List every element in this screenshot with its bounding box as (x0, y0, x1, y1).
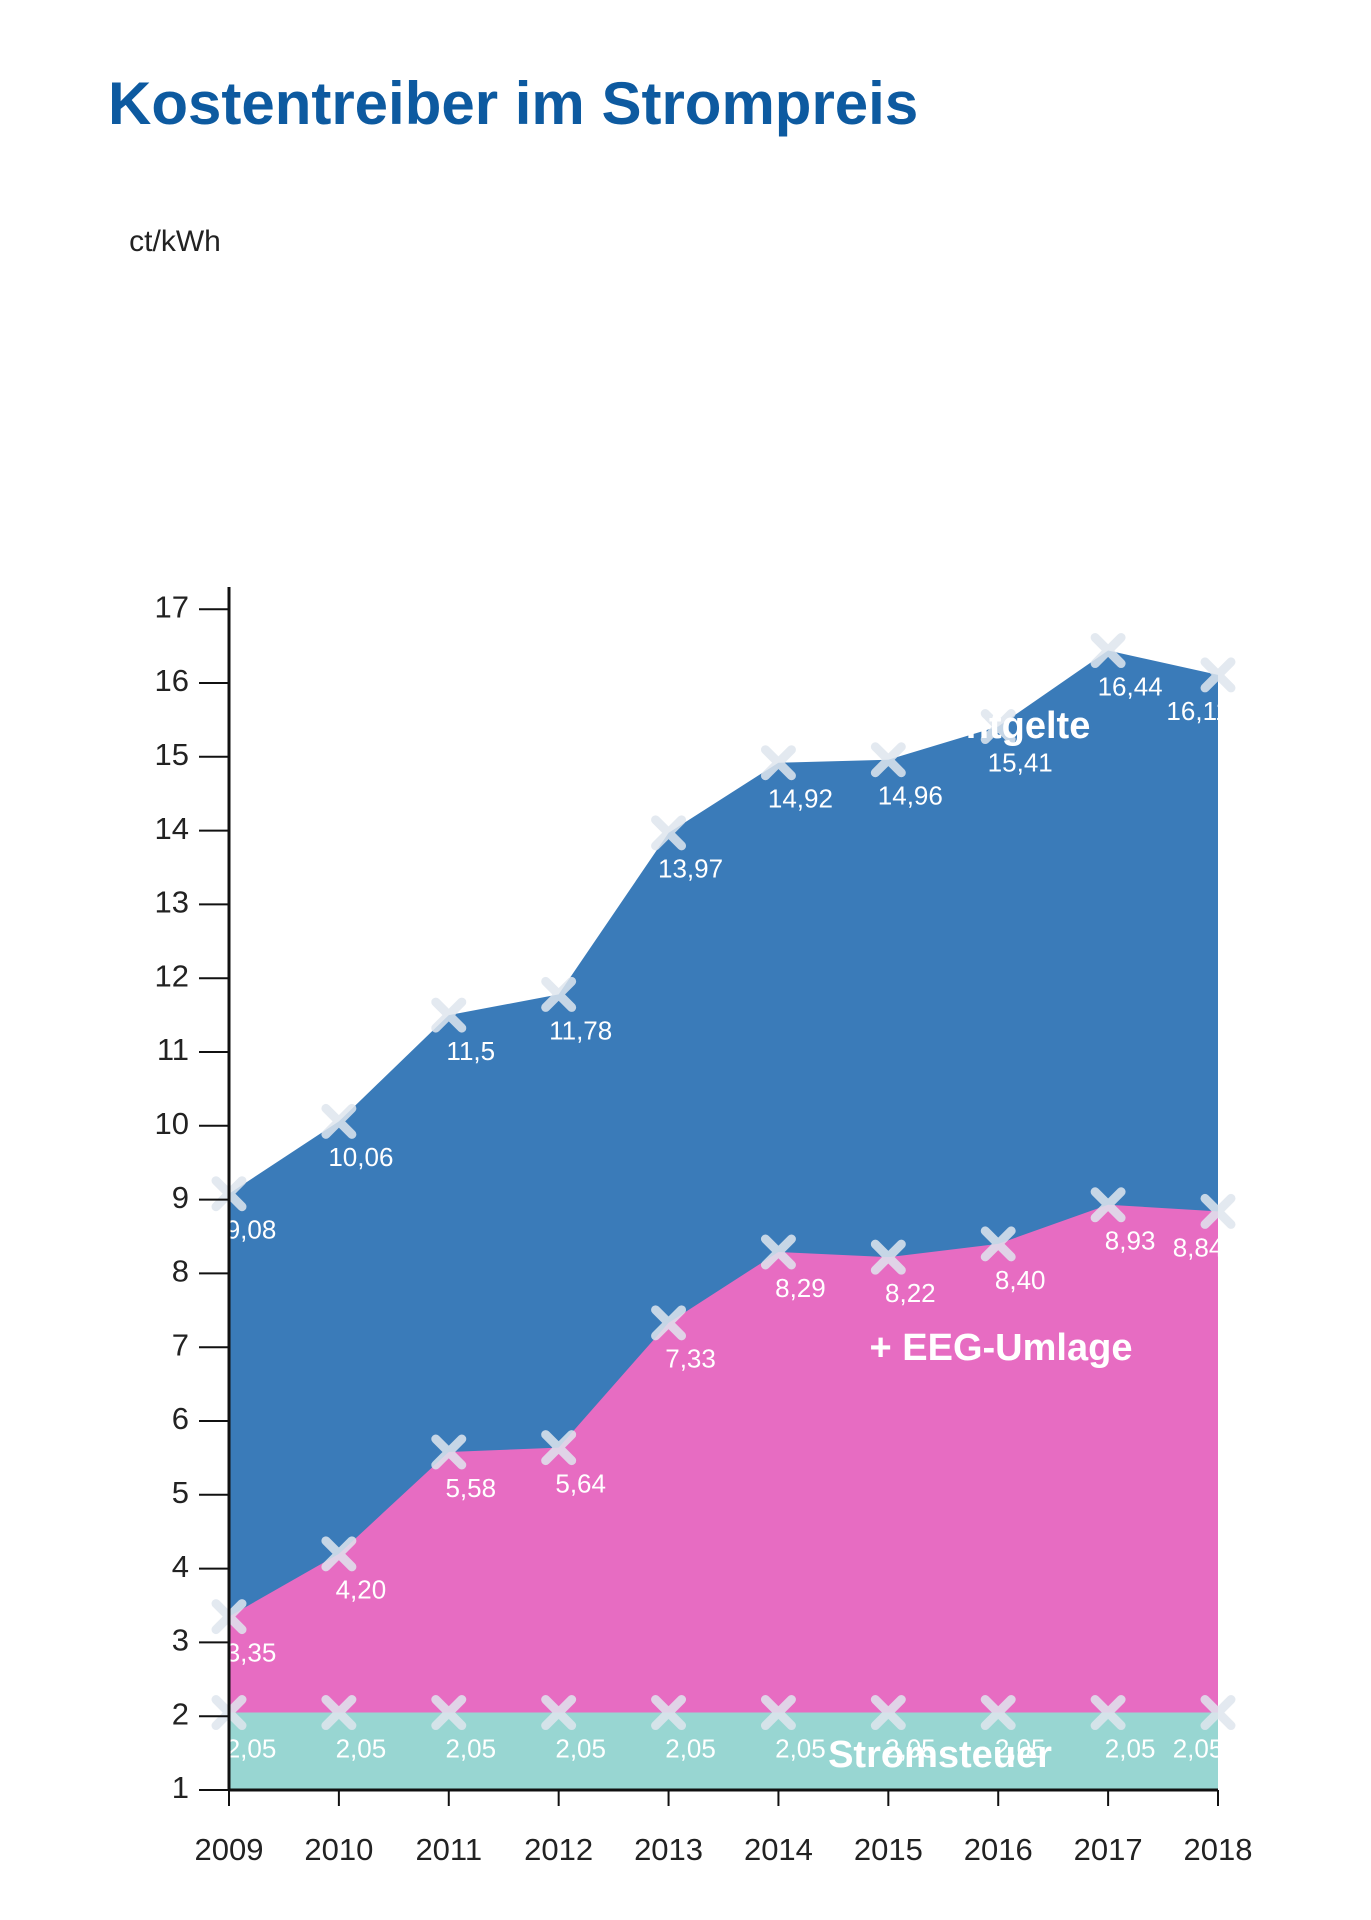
y-tick-label: 7 (172, 1327, 189, 1362)
y-tick-label: 10 (155, 1106, 189, 1141)
value-label: 13,97 (658, 854, 723, 884)
y-tick-label: 15 (155, 737, 189, 772)
y-tick-label: 1 (172, 1770, 189, 1805)
point-marker (541, 976, 577, 1012)
y-tick-label: 14 (155, 811, 189, 846)
point-marker (760, 1695, 796, 1731)
value-label: 2,05 (775, 1733, 826, 1763)
x-tick-label: 2009 (195, 1832, 264, 1867)
point-marker (541, 1695, 577, 1731)
point-marker (321, 1103, 357, 1139)
y-tick-label: 16 (155, 663, 189, 698)
value-label: 14,96 (878, 781, 943, 811)
point-marker (651, 1695, 687, 1731)
y-tick-label: 13 (155, 885, 189, 920)
point-marker (870, 742, 906, 778)
value-label: 2,05 (555, 1733, 606, 1763)
value-label: 2,05 (445, 1733, 496, 1763)
value-label: 14,92 (768, 784, 833, 814)
point-marker (1090, 1695, 1126, 1731)
value-label: 2,05 (885, 1733, 936, 1763)
value-label: 2,05 (665, 1733, 716, 1763)
point-marker (651, 1305, 687, 1341)
area (229, 1712, 1218, 1790)
value-label: 8,22 (885, 1278, 936, 1308)
series-label: Stromsteuer (828, 1734, 1052, 1776)
value-label: 8,93 (1105, 1226, 1156, 1256)
value-label: 5,58 (445, 1473, 496, 1503)
point-marker (431, 1434, 467, 1470)
y-tick-label: 17 (155, 589, 189, 624)
x-tick-label: 2011 (415, 1832, 482, 1867)
value-label: 16,11 (1166, 696, 1229, 726)
y-tick-label: 2 (172, 1696, 189, 1731)
x-tick-label: 2014 (744, 1832, 813, 1867)
point-marker (870, 1239, 906, 1275)
value-label: 2,05 (1105, 1733, 1156, 1763)
point-marker (980, 1695, 1016, 1731)
value-label: 2,05 (995, 1733, 1046, 1763)
y-tick-label: 9 (172, 1180, 189, 1215)
y-tick-label: 5 (172, 1475, 189, 1510)
point-marker (760, 745, 796, 781)
y-tick-label: 11 (157, 1032, 189, 1067)
point-marker (651, 815, 687, 851)
y-tick-label: 12 (155, 958, 189, 993)
x-tick-label: 2017 (1074, 1832, 1143, 1867)
x-tick-label: 2016 (964, 1832, 1033, 1867)
point-marker (431, 1695, 467, 1731)
series-label: + EEG-Umlage (870, 1327, 1133, 1369)
x-tick-label: 2010 (304, 1832, 373, 1867)
point-marker (1200, 1193, 1236, 1229)
value-label: 11,5 (446, 1036, 495, 1066)
point-marker (1090, 1187, 1126, 1223)
y-tick-label: 8 (172, 1254, 189, 1289)
value-label: 16,44 (1098, 671, 1163, 701)
y-tick-label: 4 (172, 1549, 189, 1584)
point-marker (1200, 1695, 1236, 1731)
point-marker (870, 1695, 906, 1731)
point-marker (1200, 657, 1236, 693)
value-label: 8,29 (775, 1273, 826, 1303)
value-label: 8,84 (1173, 1232, 1224, 1262)
x-tick-label: 2015 (854, 1832, 923, 1867)
y-axis-label: ct/kWh (129, 225, 221, 258)
point-marker (760, 1234, 796, 1270)
value-label: 9,08 (226, 1215, 277, 1245)
chart-title: Kostentreiber im Strompreis (108, 70, 918, 137)
value-label: 2,05 (226, 1733, 277, 1763)
area (229, 1204, 1218, 1790)
value-label: 7,33 (665, 1344, 716, 1374)
value-label: 4,20 (336, 1575, 387, 1605)
x-tick-label: 2018 (1184, 1832, 1253, 1867)
point-marker (980, 709, 1016, 745)
value-label: 2,05 (1173, 1733, 1224, 1763)
y-tick-label: 6 (172, 1401, 189, 1436)
value-label: 8,40 (995, 1265, 1046, 1295)
point-marker (1090, 633, 1126, 669)
x-tick-label: 2012 (524, 1832, 593, 1867)
point-marker (980, 1226, 1016, 1262)
y-tick-label: 3 (172, 1623, 189, 1658)
value-label: 5,64 (555, 1468, 606, 1498)
value-label: 15,41 (988, 747, 1053, 777)
series-label: + Netzentgelte (832, 705, 1091, 747)
value-label: 2,05 (336, 1733, 387, 1763)
point-marker (541, 1430, 577, 1466)
point-marker (321, 1536, 357, 1572)
value-label: 10,06 (328, 1142, 393, 1172)
point-marker (321, 1695, 357, 1731)
x-tick-label: 2013 (634, 1832, 703, 1867)
value-label: 3,35 (226, 1637, 277, 1667)
value-label: 11,78 (549, 1015, 612, 1045)
point-marker (431, 997, 467, 1033)
